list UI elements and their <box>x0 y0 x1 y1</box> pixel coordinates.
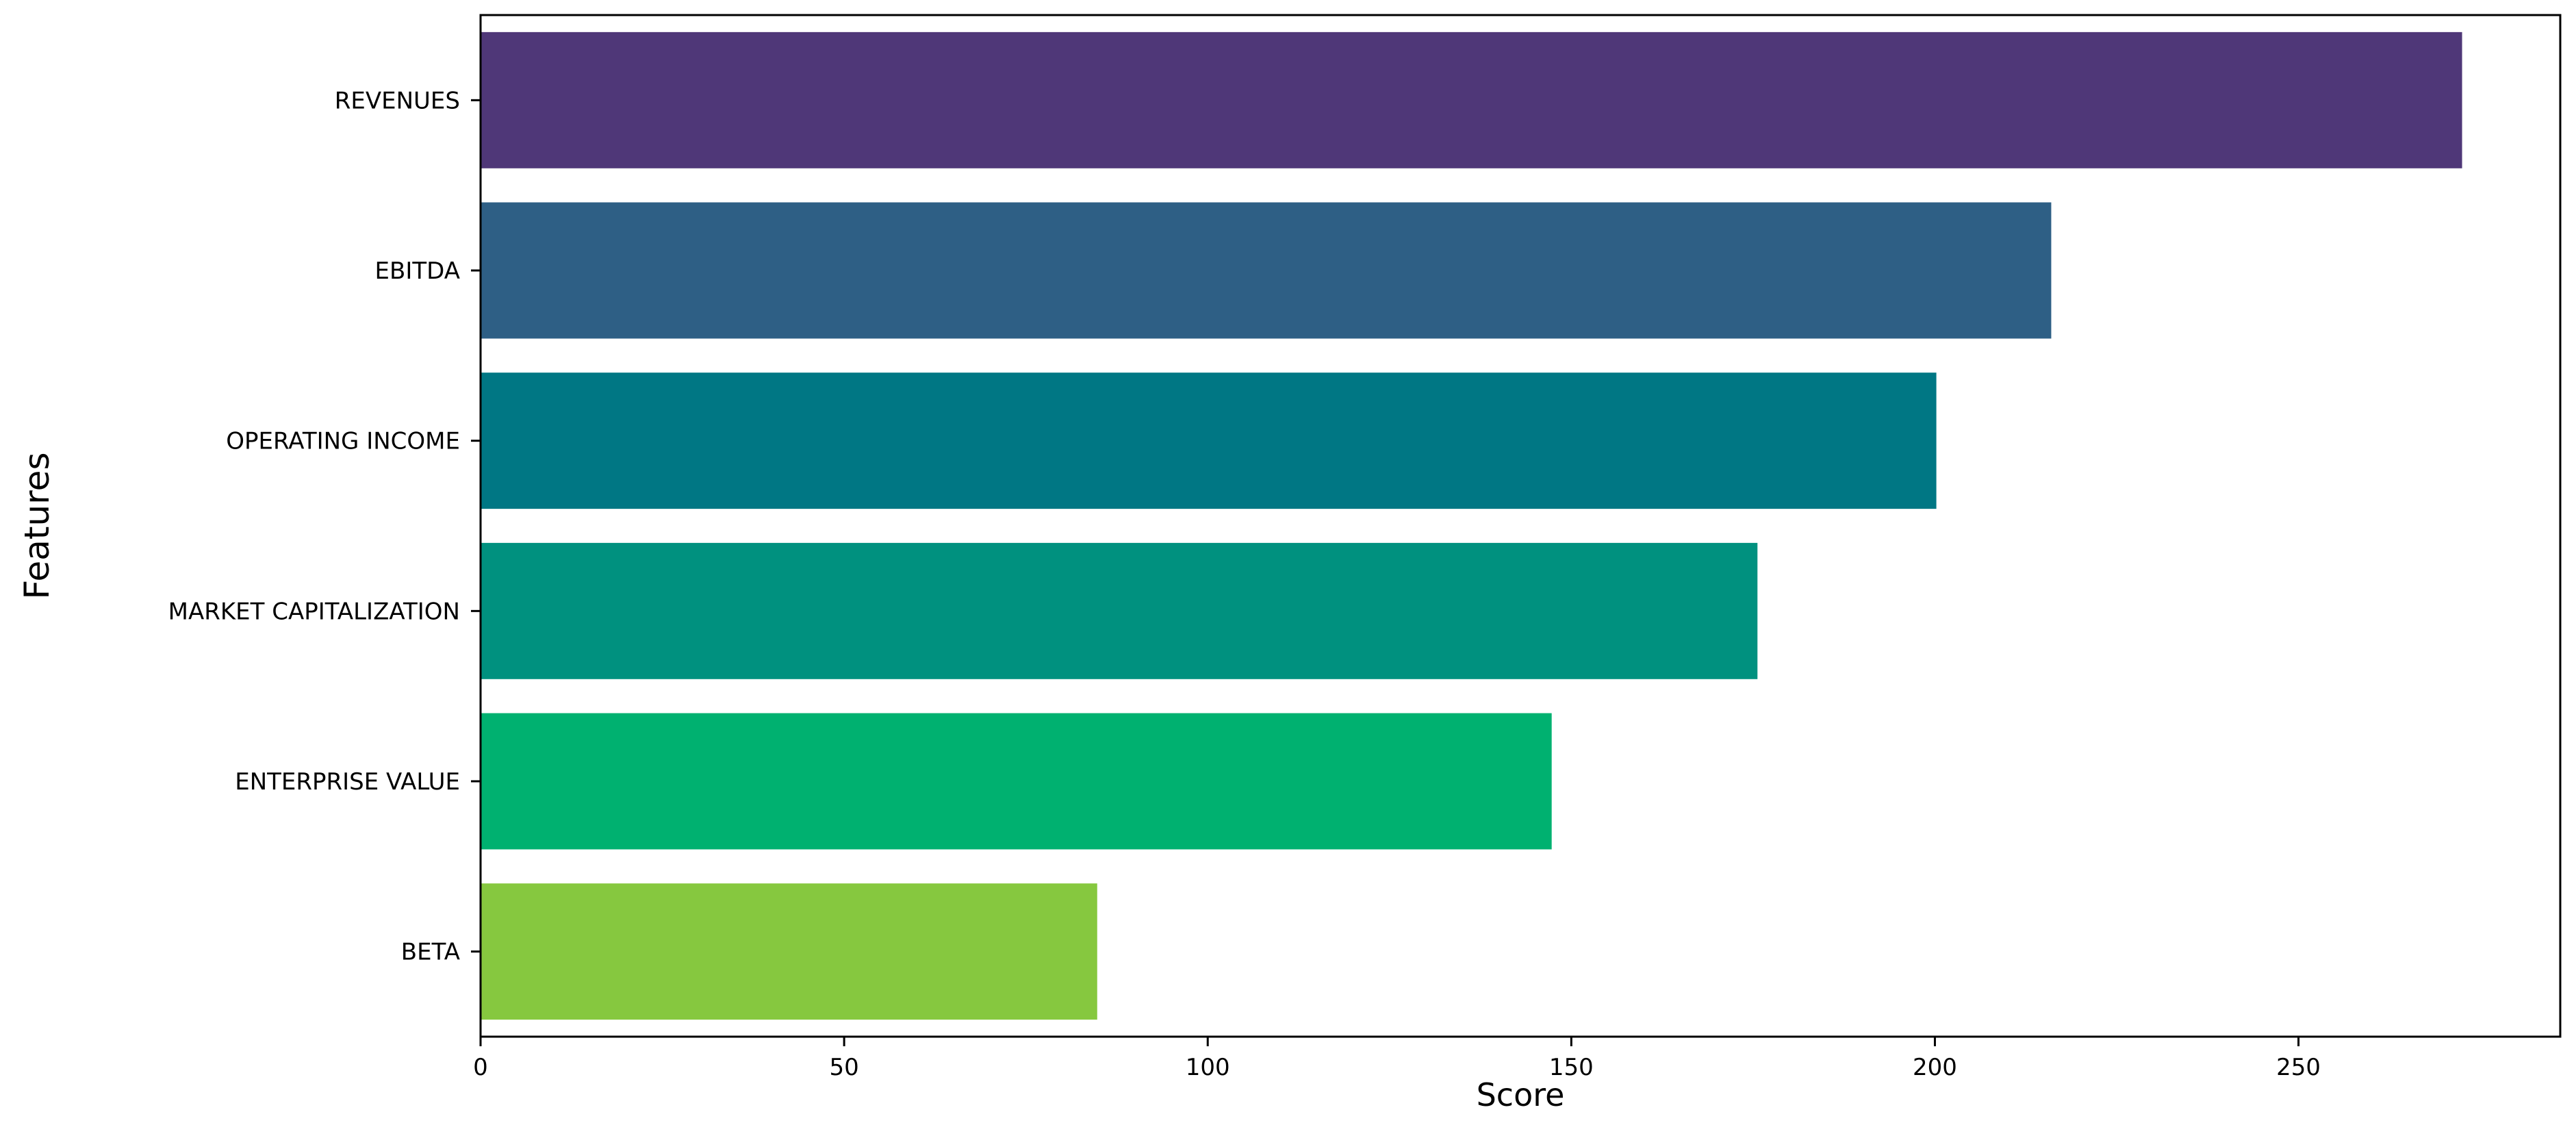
x-tick-label: 200 <box>1913 1054 1957 1081</box>
bar-enterprise-value <box>481 713 1552 850</box>
y-tick-label: EBITDA <box>375 257 460 285</box>
bar-beta <box>481 883 1097 1020</box>
bar-operating-income <box>481 372 1937 509</box>
x-axis-ticks: 0 50 100 150 200 250 <box>473 1037 2321 1081</box>
x-tick-label: 0 <box>473 1054 488 1081</box>
x-tick-label: 250 <box>2276 1054 2321 1081</box>
bar-revenues <box>481 31 2462 168</box>
y-axis-ticks: REVENUES EBITDA OPERATING INCOME MARKET CAP… <box>168 87 481 966</box>
y-tick-label: OPERATING INCOME <box>226 428 460 455</box>
y-tick-label: ENTERPRISE VALUE <box>235 768 460 796</box>
bars-group <box>481 31 2462 1020</box>
y-tick-label: MARKET CAPITALIZATION <box>168 598 460 625</box>
x-tick-label: 100 <box>1186 1054 1230 1081</box>
y-tick-label: BETA <box>401 939 460 966</box>
y-tick-label: REVENUES <box>335 87 460 114</box>
x-tick-label: 50 <box>829 1054 858 1081</box>
y-axis-title: Features <box>17 453 57 600</box>
x-tick-label: 150 <box>1549 1054 1594 1081</box>
x-axis-title: Score <box>1477 1076 1565 1113</box>
bar-market-capitalization <box>481 542 1758 679</box>
bar-ebitda <box>481 202 2052 339</box>
plot-area-frame <box>479 14 2562 1038</box>
